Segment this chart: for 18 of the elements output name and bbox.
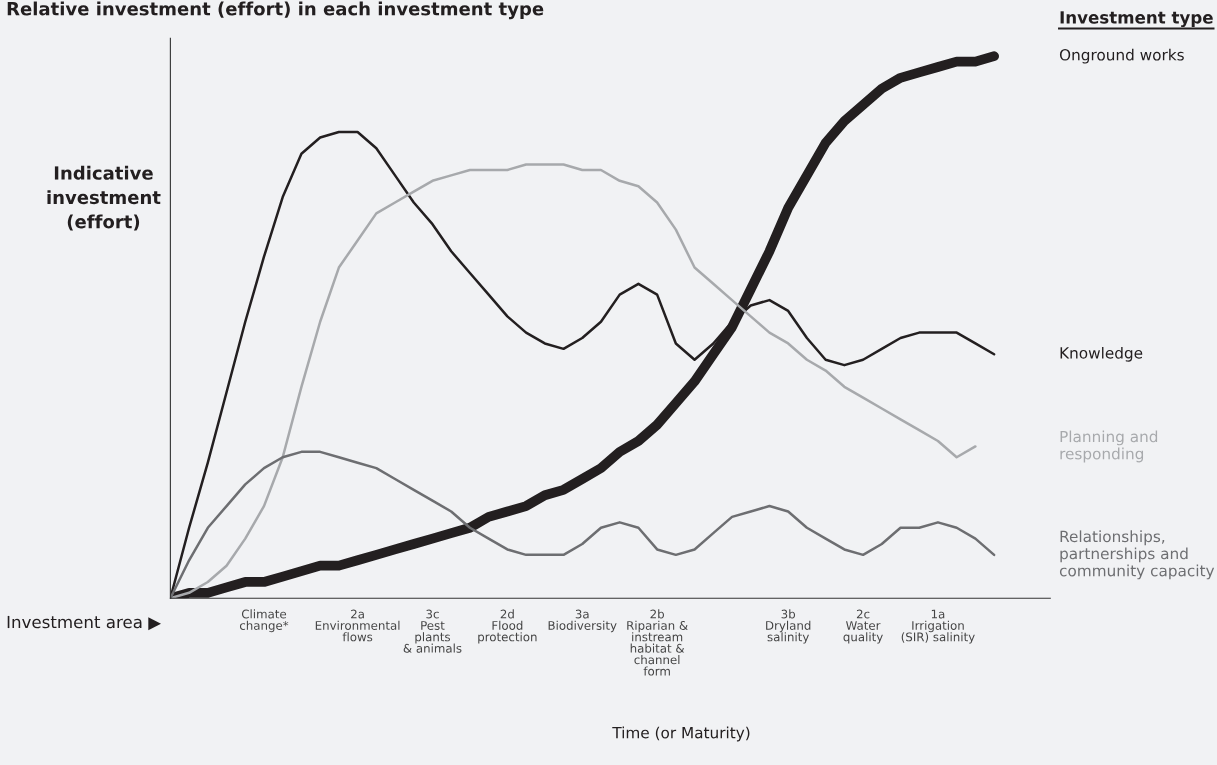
y-axis-title: Indicative investment (effort) xyxy=(47,165,161,231)
text: Relationships, partnerships and community capacity xyxy=(1059,530,1215,580)
x-tick-label: 3a Biodiversity xyxy=(548,609,617,633)
legend-title: Investment type xyxy=(1060,11,1213,28)
chart-title: Relative investment (effort) in each investment type xyxy=(7,1,544,20)
text: Onground works xyxy=(1059,48,1184,64)
x-tick-label: 3b Dryland salinity xyxy=(766,609,811,644)
text: Planning and responding xyxy=(1060,430,1158,463)
x-tick-label: 1a Irrigation (SIR) salinity xyxy=(901,609,975,644)
x-tick-label: 2a Environmental flows xyxy=(315,609,400,642)
x-axis-title: Time (or Maturity) xyxy=(612,726,750,742)
x-tick-label: 2d Flood protection xyxy=(478,609,537,644)
text: Investment area ▶ xyxy=(7,615,162,631)
text: Knowledge xyxy=(1060,346,1143,362)
x-tick-label: 2b Riparian & instream habitat & channel form xyxy=(627,609,688,676)
x-tick-label: 3c Pest plants & animals xyxy=(403,609,462,653)
x-tick-label: 2c Water quality xyxy=(843,609,883,644)
x-tick-label: Climate change* xyxy=(239,609,289,633)
